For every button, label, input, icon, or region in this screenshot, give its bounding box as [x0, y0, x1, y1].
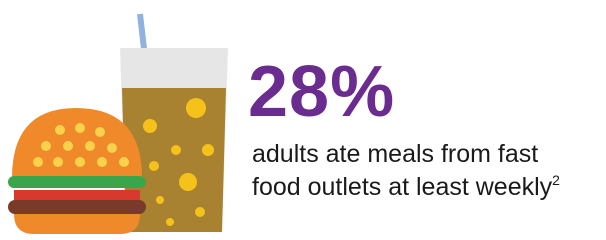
- fast-food-illustration: [0, 0, 240, 240]
- footnote-marker: 2: [552, 172, 560, 188]
- stat-value: 28%: [248, 56, 395, 128]
- description-text: food outlets at least weekly: [252, 173, 552, 201]
- tomato: [14, 190, 140, 200]
- patty: [8, 200, 146, 214]
- stat-description: adults ate meals from fast food outlets …: [252, 138, 560, 204]
- description-line: food outlets at least weekly2: [252, 171, 560, 204]
- description-line: adults ate meals from fast: [252, 138, 560, 171]
- lettuce: [8, 176, 146, 188]
- infographic: 28% adults ate meals from fast food outl…: [0, 0, 606, 240]
- bottom-bun: [14, 214, 140, 234]
